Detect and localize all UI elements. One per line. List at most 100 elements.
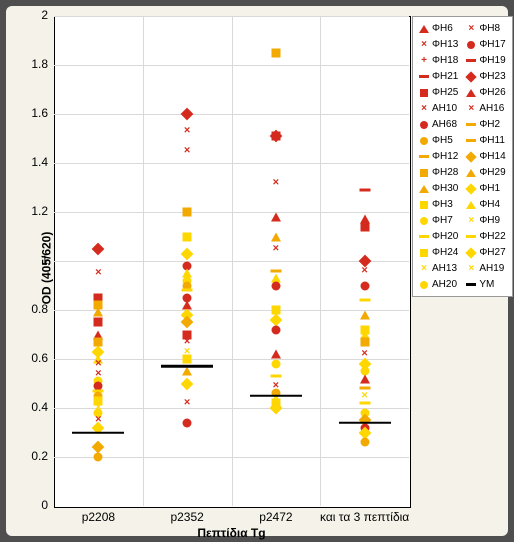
legend-marker-icon: [466, 184, 476, 194]
legend-label: ΦH23: [479, 69, 505, 84]
data-point: [271, 281, 280, 290]
legend-label: ΦH14: [479, 149, 505, 164]
median-bar: [339, 421, 391, 424]
legend-marker-icon: [466, 232, 476, 242]
data-point: [182, 289, 193, 292]
legend-label: ΦH9: [479, 213, 500, 228]
legend-label: AH19: [479, 261, 504, 276]
y-tick-label: 0: [18, 498, 48, 512]
legend-marker-icon: [466, 248, 476, 258]
legend-item: ×ΦH13: [419, 37, 458, 52]
legend-label: AH13: [432, 261, 457, 276]
y-tick-label: 0.6: [18, 351, 48, 365]
data-point: [271, 48, 280, 57]
legend-label: AH68: [432, 117, 457, 132]
data-point: [94, 443, 103, 452]
data-point: ×: [184, 398, 190, 409]
legend-marker-icon: [419, 24, 429, 34]
data-point: [93, 308, 103, 317]
legend-item: AH68: [419, 117, 458, 132]
legend-item: ΦH25: [419, 85, 458, 100]
data-point: [360, 374, 370, 383]
legend-item: ×ΦH8: [466, 21, 505, 36]
data-point: [183, 110, 192, 119]
data-point: [183, 418, 192, 427]
legend-item: ΦH3: [419, 197, 458, 212]
legend-label: ΦH17: [479, 37, 505, 52]
legend-label: ΦH11: [479, 133, 505, 148]
data-point: [94, 453, 103, 462]
gridline: [143, 16, 144, 506]
data-point: [359, 402, 370, 405]
data-point: [94, 337, 103, 346]
median-bar: [72, 431, 124, 434]
data-point: [360, 428, 369, 437]
chart-container: 00.20.40.60.811.21.41.61.82 p2208p2352p2…: [0, 0, 514, 542]
legend-item: ΦH14: [466, 149, 505, 164]
legend-label: ΦH28: [432, 165, 458, 180]
legend-item: ΦH17: [466, 37, 505, 52]
data-point: ×: [95, 268, 101, 279]
data-point: [271, 325, 280, 334]
data-point: ×: [273, 243, 279, 254]
legend: ΦH6 ×ΦH8 ×ΦH13 ΦH17 +ΦH18 ΦH19 ΦH21 ΦH23 ΦH25 ΦH2…: [412, 16, 513, 297]
x-category-label: και τα 3 πεπτίδια: [320, 510, 409, 524]
legend-marker-icon: [466, 40, 476, 50]
legend-label: ΦH18: [432, 53, 458, 68]
legend-item: ΦH29: [466, 165, 505, 180]
x-category-label: p2352: [170, 510, 203, 524]
data-point: [183, 232, 192, 241]
legend-item: ΦH11: [466, 133, 505, 148]
data-point: [360, 310, 370, 319]
legend-marker-icon: ×: [419, 264, 429, 274]
legend-label: ΦH24: [432, 245, 458, 260]
legend-label: AH20: [432, 277, 457, 292]
data-point: [94, 244, 103, 253]
legend-item: +ΦH18: [419, 53, 458, 68]
data-point: [271, 212, 281, 221]
legend-item: ×AH13: [419, 261, 458, 276]
legend-item: AH20: [419, 277, 458, 292]
legend-item: ×ΦH9: [466, 213, 505, 228]
legend-item: ΦH4: [466, 197, 505, 212]
legend-marker-icon: [466, 120, 476, 130]
legend-label: ΦH22: [479, 229, 505, 244]
data-point: [360, 222, 369, 231]
legend-marker-icon: [466, 136, 476, 146]
legend-label: ΦH25: [432, 85, 458, 100]
legend-marker-icon: [419, 200, 429, 210]
legend-marker-icon: ×: [466, 264, 476, 274]
legend-item: ΦH2: [466, 117, 505, 132]
legend-item: ΦH6: [419, 21, 458, 36]
legend-item: ΦH12: [419, 149, 458, 164]
legend-marker-icon: ×: [419, 40, 429, 50]
legend-item: ΦH7: [419, 213, 458, 228]
data-point: [271, 232, 281, 241]
legend-marker-icon: [419, 168, 429, 178]
data-point: [359, 299, 370, 302]
legend-item: ΦH19: [466, 53, 505, 68]
data-point: [183, 355, 192, 364]
legend-label: ΦH4: [479, 197, 500, 212]
legend-item: ΦH20: [419, 229, 458, 244]
plot-area: [54, 16, 411, 508]
legend-item: ΦH30: [419, 181, 458, 196]
legend-marker-icon: [419, 152, 429, 162]
legend-label: YM: [479, 277, 494, 292]
legend-item: ΦH23: [466, 69, 505, 84]
data-point: [182, 367, 192, 376]
y-tick-label: 0.4: [18, 400, 48, 414]
gridline: [320, 16, 321, 506]
legend-item: ΦH21: [419, 69, 458, 84]
median-bar: [161, 365, 213, 368]
legend-item: ΦH27: [466, 245, 505, 260]
legend-marker-icon: [419, 136, 429, 146]
legend-item: ΦH5: [419, 133, 458, 148]
legend-label: ΦH12: [432, 149, 458, 164]
data-point: ×: [184, 126, 190, 137]
legend-label: ΦH20: [432, 229, 458, 244]
legend-item: ΦH28: [419, 165, 458, 180]
y-tick-label: 1.2: [18, 204, 48, 218]
legend-item: YM: [466, 277, 505, 292]
legend-marker-icon: [466, 280, 476, 290]
